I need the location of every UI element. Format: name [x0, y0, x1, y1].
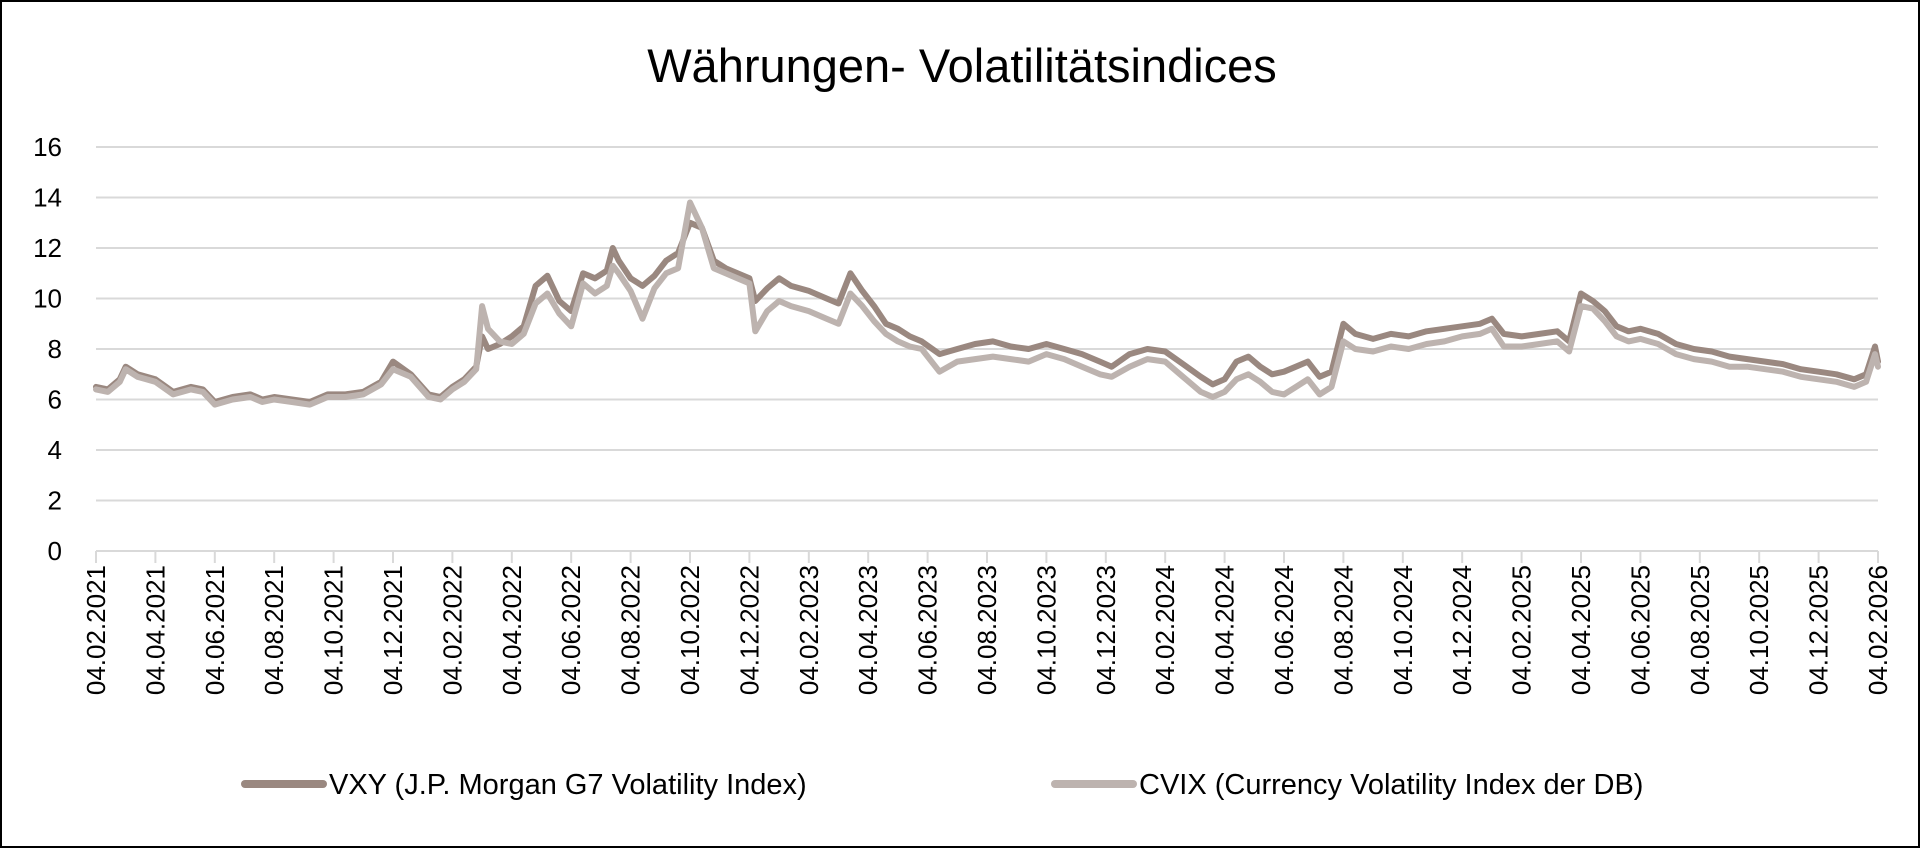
x-tick-label: 04.06.2025 [1625, 565, 1655, 695]
x-tick-label: 04.02.2022 [437, 565, 467, 695]
chart-title: Währungen- Volatilitätsindices [647, 39, 1277, 92]
x-tick-label: 04.04.2024 [1210, 565, 1240, 695]
x-tick-label: 04.04.2023 [853, 565, 883, 695]
x-tick-label: 04.10.2021 [319, 565, 349, 695]
x-tick-label: 04.04.2021 [140, 565, 170, 695]
x-tick-label: 04.08.2025 [1685, 565, 1715, 695]
legend: VXY (J.P. Morgan G7 Volatility Index) CVI… [241, 769, 1643, 801]
x-tick-label: 04.02.2021 [81, 565, 111, 695]
legend-label: CVIX (Currency Volatility Index der DB) [1139, 769, 1643, 801]
x-tick-label: 04.02.2025 [1507, 565, 1537, 695]
x-tick-label: 04.12.2023 [1091, 565, 1121, 695]
y-tick-label: 12 [33, 233, 62, 263]
series-line-cvix [93, 199, 1881, 408]
x-tick-label: 04.08.2024 [1328, 565, 1358, 695]
x-tick-label: 04.02.2023 [794, 565, 824, 695]
y-tick-label: 16 [33, 132, 62, 162]
series-line-vxy [93, 219, 1881, 405]
x-tick-label: 04.06.2022 [556, 565, 586, 695]
x-tick-label: 04.10.2024 [1388, 565, 1418, 695]
x-tick-label: 04.04.2022 [497, 565, 527, 695]
x-tick-label: 04.12.2022 [734, 565, 764, 695]
y-tick-label: 10 [33, 284, 62, 314]
x-tick-label: 04.06.2023 [913, 565, 943, 695]
x-tick-label: 04.06.2021 [200, 565, 230, 695]
x-tick-label: 04.10.2022 [675, 565, 705, 695]
x-tick-label: 04.10.2023 [1031, 565, 1061, 695]
x-tick-label: 04.02.2026 [1863, 565, 1893, 695]
x-tick-label: 04.08.2021 [259, 565, 289, 695]
x-tick-label: 04.04.2025 [1566, 565, 1596, 695]
series-layer [93, 199, 1881, 408]
x-tick-label: 04.06.2024 [1269, 565, 1299, 695]
x-tick-label: 04.08.2023 [972, 565, 1002, 695]
x-tick-label: 04.10.2025 [1744, 565, 1774, 695]
x-axis: 04.02.2021 04.04.2021 04.06.2021 04.08.2021… [81, 550, 1893, 695]
y-tick-label: 14 [33, 183, 62, 213]
y-tick-label: 0 [48, 536, 62, 566]
y-axis-ticks: 0 2 4 6 8 10 12 14 16 [33, 132, 62, 566]
legend-label: VXY (J.P. Morgan G7 Volatility Index) [329, 769, 807, 801]
grid-layer [96, 146, 1878, 552]
x-tick-label: 04.12.2024 [1447, 565, 1477, 695]
x-tick-label: 04.02.2024 [1150, 565, 1180, 695]
x-tick-label: 04.12.2021 [378, 565, 408, 695]
x-tick-label: 04.08.2022 [616, 565, 646, 695]
y-tick-label: 8 [48, 334, 62, 364]
x-tick-label: 04.12.2025 [1804, 565, 1834, 695]
y-tick-label: 2 [48, 486, 62, 516]
y-tick-label: 6 [48, 385, 62, 415]
y-tick-label: 4 [48, 435, 62, 465]
